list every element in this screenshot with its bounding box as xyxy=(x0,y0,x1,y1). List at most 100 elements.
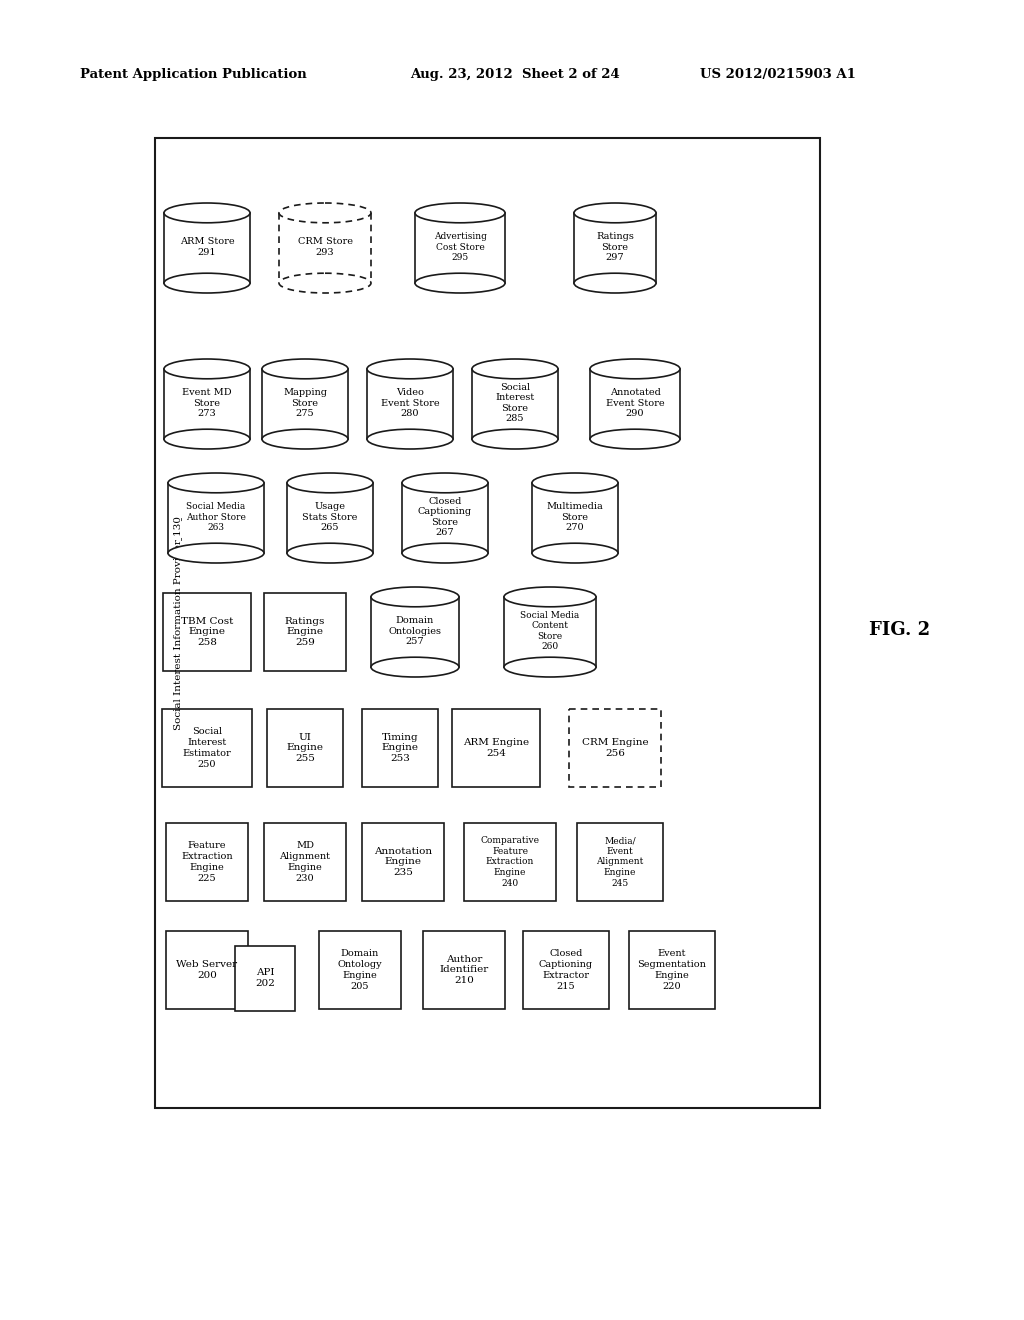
Bar xyxy=(162,709,252,787)
Text: ARM Engine
254: ARM Engine 254 xyxy=(463,738,529,758)
Bar xyxy=(234,945,295,1011)
Text: CRM Engine
256: CRM Engine 256 xyxy=(582,738,648,758)
Bar xyxy=(164,368,250,440)
Bar xyxy=(371,597,459,667)
Text: Web Server
200: Web Server 200 xyxy=(176,960,238,979)
Bar xyxy=(532,483,618,553)
Bar xyxy=(163,593,251,671)
Ellipse shape xyxy=(262,359,348,379)
Bar xyxy=(264,593,346,671)
Bar xyxy=(267,709,343,787)
Ellipse shape xyxy=(415,273,505,293)
Ellipse shape xyxy=(415,203,505,223)
Text: UI
Engine
255: UI Engine 255 xyxy=(287,733,324,763)
Bar xyxy=(166,822,248,902)
Ellipse shape xyxy=(574,203,656,223)
Ellipse shape xyxy=(164,429,250,449)
Bar xyxy=(577,822,663,902)
Text: Annotated
Event Store
290: Annotated Event Store 290 xyxy=(605,388,665,418)
Text: Social Interest Information Provider ̱130̱: Social Interest Information Provider ̱13… xyxy=(173,516,182,730)
Text: Ratings
Store
297: Ratings Store 297 xyxy=(596,232,634,261)
Bar xyxy=(629,931,715,1008)
Ellipse shape xyxy=(532,544,618,564)
Bar xyxy=(166,931,248,1008)
Ellipse shape xyxy=(504,587,596,607)
Bar xyxy=(367,368,453,440)
Ellipse shape xyxy=(472,359,558,379)
Ellipse shape xyxy=(164,359,250,379)
Ellipse shape xyxy=(371,657,459,677)
Ellipse shape xyxy=(590,429,680,449)
Bar xyxy=(415,213,505,282)
Ellipse shape xyxy=(262,429,348,449)
Bar xyxy=(264,822,346,902)
Bar xyxy=(262,368,348,440)
Text: Closed
Captioning
Store
267: Closed Captioning Store 267 xyxy=(418,496,472,537)
Text: Timing
Engine
253: Timing Engine 253 xyxy=(382,733,419,763)
Text: Domain
Ontology
Engine
205: Domain Ontology Engine 205 xyxy=(338,949,382,990)
Ellipse shape xyxy=(402,544,488,564)
Text: Comparative
Feature
Extraction
Engine
240: Comparative Feature Extraction Engine 24… xyxy=(480,836,540,888)
Ellipse shape xyxy=(367,359,453,379)
Text: Multimedia
Store
270: Multimedia Store 270 xyxy=(547,502,603,532)
Bar xyxy=(423,931,505,1008)
Text: Author
Identifier
210: Author Identifier 210 xyxy=(439,954,488,985)
Text: MD
Alignment
Engine
230: MD Alignment Engine 230 xyxy=(280,841,331,883)
Bar xyxy=(319,931,401,1008)
Text: Aug. 23, 2012  Sheet 2 of 24: Aug. 23, 2012 Sheet 2 of 24 xyxy=(410,69,620,81)
Bar xyxy=(523,931,609,1008)
Text: CRM Store
293: CRM Store 293 xyxy=(298,238,352,256)
Ellipse shape xyxy=(574,273,656,293)
Text: US 2012/0215903 A1: US 2012/0215903 A1 xyxy=(700,69,856,81)
Text: Video
Event Store
280: Video Event Store 280 xyxy=(381,388,439,418)
Ellipse shape xyxy=(590,359,680,379)
Bar xyxy=(279,213,371,282)
Ellipse shape xyxy=(532,473,618,492)
Text: Social
Interest
Estimator
250: Social Interest Estimator 250 xyxy=(182,727,231,768)
Bar xyxy=(569,709,662,787)
Bar xyxy=(155,139,820,1107)
Ellipse shape xyxy=(287,473,373,492)
Bar xyxy=(472,368,558,440)
Ellipse shape xyxy=(287,544,373,564)
Text: Domain
Ontologies
257: Domain Ontologies 257 xyxy=(388,616,441,645)
Bar xyxy=(402,483,488,553)
Text: Social Media
Content
Store
260: Social Media Content Store 260 xyxy=(520,611,580,651)
Ellipse shape xyxy=(367,429,453,449)
Ellipse shape xyxy=(168,544,264,564)
Ellipse shape xyxy=(279,273,371,293)
Ellipse shape xyxy=(164,273,250,293)
Text: Event MD
Store
273: Event MD Store 273 xyxy=(182,388,231,418)
Ellipse shape xyxy=(504,657,596,677)
Ellipse shape xyxy=(164,203,250,223)
Bar xyxy=(287,483,373,553)
Ellipse shape xyxy=(402,473,488,492)
Text: API
202: API 202 xyxy=(255,968,274,987)
Text: Closed
Captioning
Extractor
215: Closed Captioning Extractor 215 xyxy=(539,949,593,990)
Text: Usage
Stats Store
265: Usage Stats Store 265 xyxy=(302,502,357,532)
Text: Ratings
Engine
259: Ratings Engine 259 xyxy=(285,616,326,647)
Text: Patent Application Publication: Patent Application Publication xyxy=(80,69,307,81)
Ellipse shape xyxy=(279,203,371,223)
Ellipse shape xyxy=(168,473,264,492)
Text: Event
Segmentation
Engine
220: Event Segmentation Engine 220 xyxy=(638,949,707,990)
Text: Media/
Event
Alignment
Engine
245: Media/ Event Alignment Engine 245 xyxy=(596,836,644,888)
Ellipse shape xyxy=(472,429,558,449)
Text: Social Media
Author Store
263: Social Media Author Store 263 xyxy=(186,502,246,532)
Bar xyxy=(452,709,540,787)
Text: Feature
Extraction
Engine
225: Feature Extraction Engine 225 xyxy=(181,841,232,883)
Ellipse shape xyxy=(371,587,459,607)
Bar xyxy=(574,213,656,282)
Bar xyxy=(590,368,680,440)
Text: Annotation
Engine
235: Annotation Engine 235 xyxy=(374,846,432,878)
Text: Mapping
Store
275: Mapping Store 275 xyxy=(283,388,327,418)
Text: ARM Store
291: ARM Store 291 xyxy=(179,238,234,256)
Text: Social
Interest
Store
285: Social Interest Store 285 xyxy=(496,383,535,424)
Bar xyxy=(504,597,596,667)
Bar xyxy=(168,483,264,553)
Text: TBM Cost
Engine
258: TBM Cost Engine 258 xyxy=(181,616,233,647)
Bar xyxy=(464,822,556,902)
Text: Advertising
Cost Store
295: Advertising Cost Store 295 xyxy=(433,232,486,261)
Bar xyxy=(362,709,438,787)
Bar xyxy=(362,822,444,902)
